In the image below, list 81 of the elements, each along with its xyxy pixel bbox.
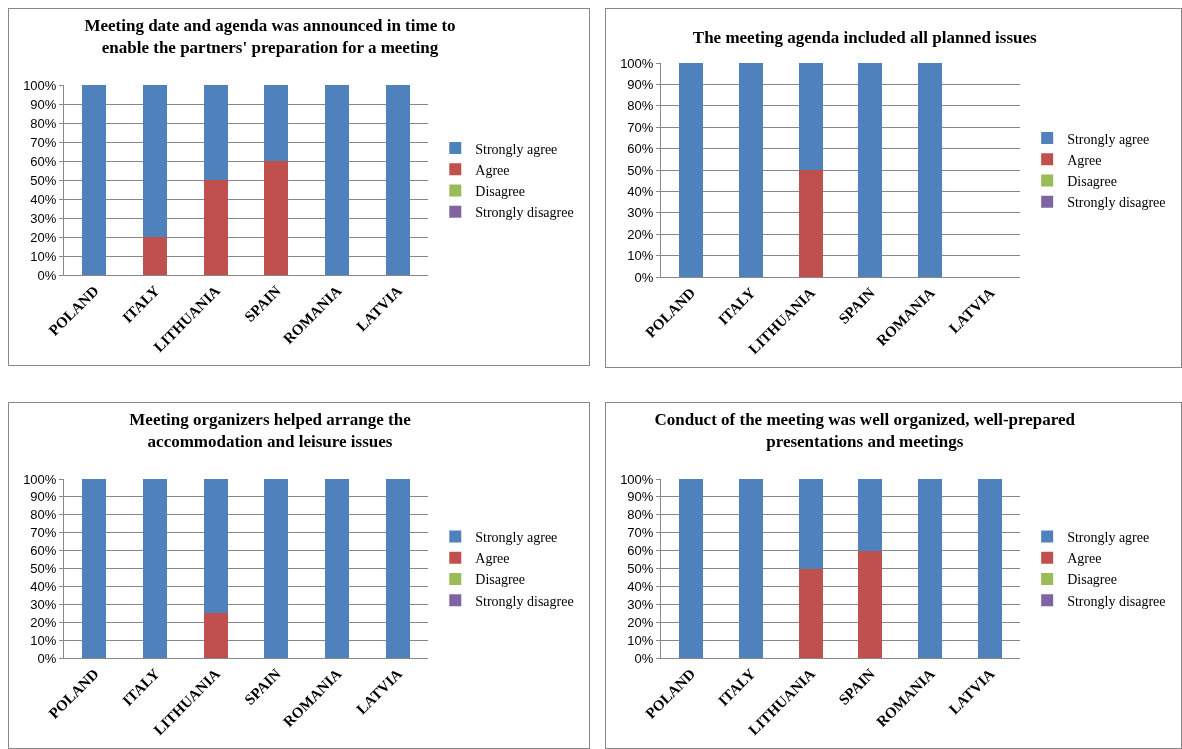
legend-label: Disagree <box>1067 572 1117 588</box>
y-tick-label: 10% <box>627 248 654 264</box>
bar <box>978 479 1003 658</box>
y-tick-label: 80% <box>627 507 654 523</box>
y-tick-label: 60% <box>30 153 57 169</box>
bar <box>798 568 823 658</box>
chart-title: Conduct of the meeting was well organized, well-prepared presentations and meetings <box>654 410 1076 452</box>
bar <box>678 479 703 658</box>
y-tick-label: 70% <box>30 134 57 150</box>
y-tick-label: 50% <box>627 162 654 178</box>
legend-label: Strongly disagree <box>1067 195 1166 211</box>
legend-label: Disagree <box>475 572 526 588</box>
y-tick-label: 80% <box>30 115 57 131</box>
y-tick-label: 40% <box>627 183 654 199</box>
y-tick-label: 20% <box>627 614 654 630</box>
legend-label: Strongly agree <box>1067 131 1150 147</box>
y-tick-label: 0% <box>634 650 654 666</box>
y-tick-label: 40% <box>627 578 654 594</box>
y-tick-label: 60% <box>627 543 654 559</box>
y-tick-label: 60% <box>627 141 654 157</box>
legend-label: Disagree <box>475 183 526 199</box>
chart-title: The meeting agenda included all planned issues <box>692 27 1038 47</box>
legend-label: Agree <box>1067 551 1102 567</box>
y-tick-label: 100% <box>620 55 654 71</box>
y-tick-label: 10% <box>627 632 654 648</box>
bar <box>738 479 763 658</box>
y-tick-label: 50% <box>30 172 57 188</box>
bar <box>203 85 228 180</box>
bar <box>798 479 823 569</box>
bar <box>918 479 943 658</box>
y-tick-label: 80% <box>627 98 654 114</box>
bar <box>264 85 289 161</box>
bar <box>264 161 289 275</box>
y-tick-label: 0% <box>37 267 57 283</box>
y-tick-label: 60% <box>30 543 57 559</box>
bar <box>142 237 168 275</box>
bar <box>858 550 883 658</box>
legend-label: Strongly agree <box>1067 530 1150 546</box>
y-tick-label: 100% <box>620 471 654 487</box>
bar <box>858 479 883 551</box>
y-tick-label: 10% <box>30 632 57 648</box>
y-tick-label: 90% <box>30 96 57 112</box>
y-tick-label: 0% <box>634 269 654 285</box>
bar <box>82 85 107 275</box>
y-tick-label: 50% <box>30 561 57 577</box>
y-tick-label: 100% <box>23 77 57 93</box>
y-tick-label: 30% <box>627 205 654 221</box>
legend-label: Strongly agree <box>475 141 558 157</box>
y-tick-label: 40% <box>30 578 57 594</box>
legend-label: Strongly disagree <box>475 593 574 609</box>
bar <box>385 85 410 275</box>
y-tick-label: 20% <box>627 226 654 242</box>
y-tick-label: 90% <box>627 489 654 505</box>
y-tick-label: 90% <box>30 489 57 505</box>
chart-title: Meeting organizers helped arrange the accommodation and leisure issues <box>129 410 412 452</box>
bar <box>324 85 350 275</box>
bar <box>203 180 228 275</box>
y-tick-label: 100% <box>23 471 57 487</box>
legend-label: Agree <box>475 551 510 567</box>
chart-title: Meeting date and agenda was announced in time to enable the partners' preparation for a meeting <box>84 16 456 58</box>
legend-label: Agree <box>1067 152 1102 168</box>
y-tick-label: 0% <box>37 650 57 666</box>
legend-label: Disagree <box>1067 173 1117 189</box>
y-tick-label: 20% <box>30 614 57 630</box>
y-tick-label: 20% <box>30 229 57 245</box>
y-tick-label: 70% <box>627 525 654 541</box>
legend-label: Agree <box>475 162 510 178</box>
y-tick-label: 80% <box>30 507 57 523</box>
y-tick-label: 70% <box>30 525 57 541</box>
bar <box>142 85 168 237</box>
y-tick-label: 30% <box>627 596 654 612</box>
y-tick-label: 70% <box>627 119 654 135</box>
legend-label: Strongly disagree <box>1067 593 1166 609</box>
y-tick-label: 40% <box>30 191 57 207</box>
legend-label: Strongly agree <box>475 530 558 546</box>
y-tick-label: 90% <box>627 76 654 92</box>
y-tick-label: 30% <box>30 596 57 612</box>
y-tick-label: 50% <box>627 561 654 577</box>
y-tick-label: 30% <box>30 210 57 226</box>
y-tick-label: 10% <box>30 248 57 264</box>
legend-label: Strongly disagree <box>475 205 574 221</box>
